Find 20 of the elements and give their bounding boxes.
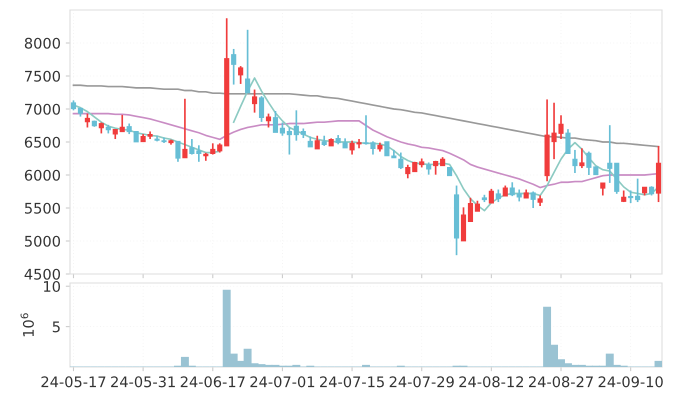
x-tick-label: 24-09-10 [598, 376, 663, 388]
y-tick-label: 6000 [24, 170, 60, 181]
x-tick-label: 24-05-17 [41, 376, 106, 388]
x-tick-label: 24-07-15 [320, 376, 384, 388]
y-tick-label: 7500 [25, 70, 60, 82]
x-tick-label: 24-08-27 [528, 376, 593, 388]
x-tick-label: 24-05-31 [111, 376, 175, 388]
y-tick-label: 4500 [24, 268, 60, 280]
y-tick-label: 8000 [24, 38, 60, 49]
x-tick-label: 24-06-17 [180, 376, 245, 388]
y-tick-label: 10 [44, 280, 60, 292]
y-tick-label: 5 [52, 322, 60, 332]
x-tick-label: 24-08-12 [459, 376, 523, 388]
y-axis-title: 10$^{6}$ [20, 313, 34, 336]
y-tick-label: 7000 [25, 104, 60, 115]
y-tick-label: 5000 [24, 236, 60, 247]
y-tick-label: 6500 [24, 136, 60, 148]
y-tick-label: 5500 [24, 202, 60, 214]
x-tick-label: 24-07-29 [390, 376, 454, 388]
x-tick-label: 24-07-01 [250, 376, 314, 388]
